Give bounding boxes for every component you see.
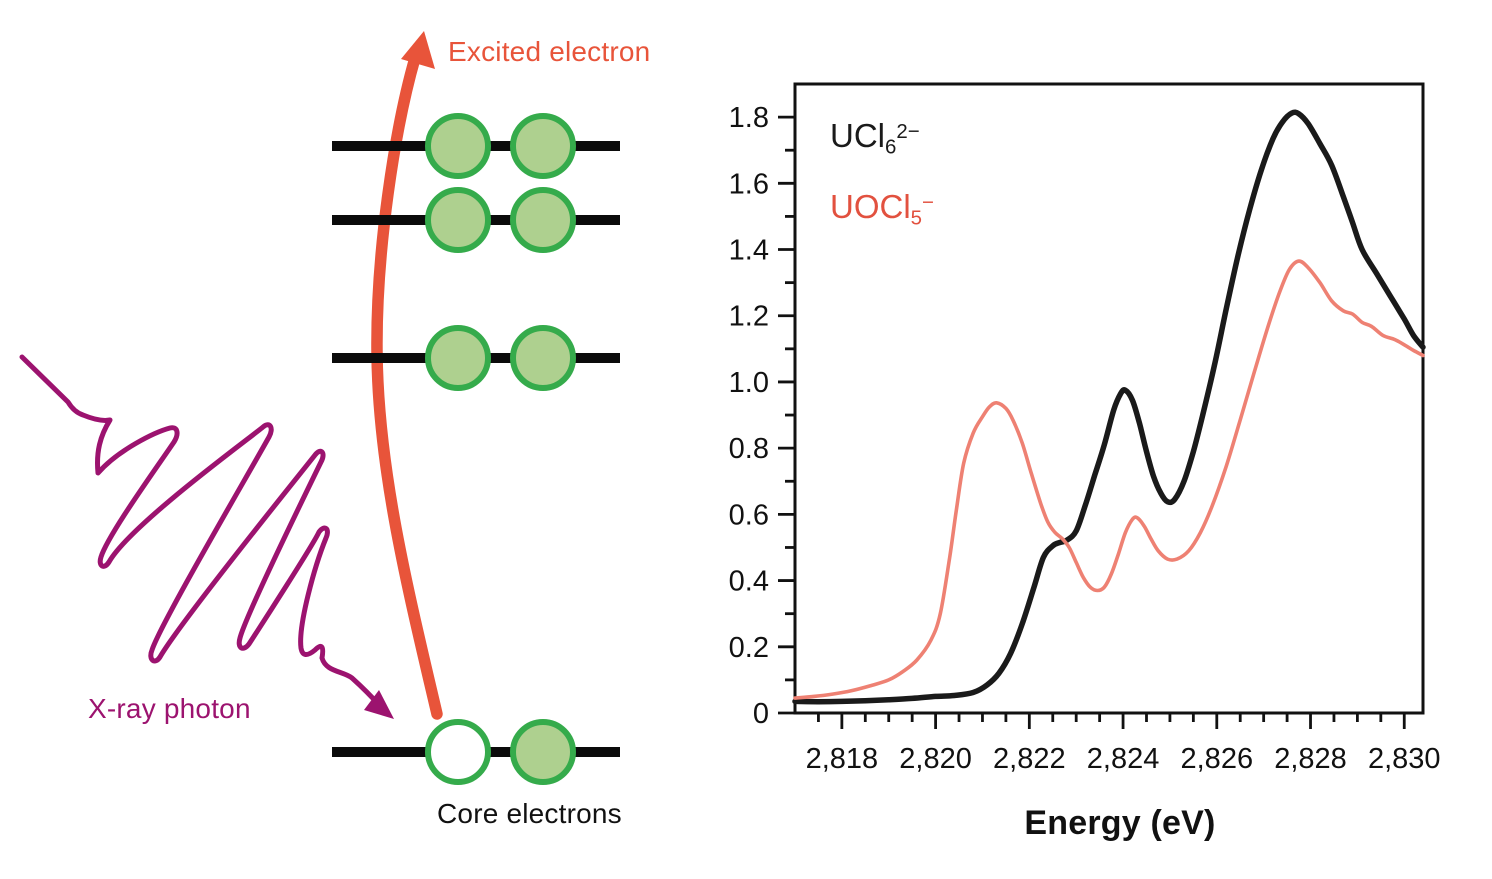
excited-electron-label: Excited electron [448, 36, 651, 67]
electron-filled-icon [425, 187, 491, 253]
electron-filled-icon [425, 113, 491, 179]
xray-photon-squiggle [19, 354, 394, 719]
electron-filled-icon [510, 113, 576, 179]
legend-formula-base: UCl [830, 117, 885, 155]
legend-formula-sub: 5 [910, 206, 923, 230]
electron-filled-icon [425, 325, 491, 391]
legend-entry-uocl5: UOCl5− [830, 175, 934, 246]
y-tick-label: 0.4 [729, 566, 769, 598]
y-tick-label: 0 [753, 698, 769, 730]
legend-formula-sub: 6 [885, 135, 897, 159]
plot-frame [793, 82, 1425, 715]
legend-formula-sup: − [922, 191, 934, 215]
electron-hole-icon [425, 719, 491, 785]
electron-filled-icon [510, 187, 576, 253]
x-tick-label: 2,824 [1087, 743, 1160, 775]
excited-arrowhead [401, 31, 435, 69]
x-tick-label: 2,828 [1274, 743, 1347, 775]
electron-filled-icon [510, 719, 576, 785]
spectra-chart: 2,818 2,820 2,822 2,824 2,826 2,828 2,830 0 0.2 0… [729, 82, 1441, 775]
y-tick-label: 1.0 [729, 367, 769, 399]
y-tick-label: 1.6 [729, 168, 769, 200]
y-tick-label: 0.8 [729, 433, 769, 465]
electron-filled-icon [510, 325, 576, 391]
series-ucl6-curve [792, 109, 1426, 705]
xray-arrowhead [364, 690, 394, 719]
xray-photon-label: X-ray photon [88, 693, 251, 724]
x-axis-title: Energy (eV) [1024, 804, 1216, 842]
x-tick-label: 2,822 [993, 743, 1066, 775]
y-tick-label: 1.8 [729, 102, 769, 134]
chart-legend: UCl62− UOCl5− [830, 104, 934, 247]
y-tick-label: 0.2 [729, 632, 769, 664]
core-electrons-label: Core electrons [437, 798, 622, 829]
legend-formula-base: UOCl [830, 188, 911, 226]
x-tick-label: 2,830 [1368, 743, 1441, 775]
y-tick-label: 1.2 [729, 301, 769, 333]
x-tick-label: 2,820 [899, 743, 972, 775]
legend-formula-sup: 2− [896, 120, 920, 143]
x-tick-label: 2,826 [1181, 743, 1254, 775]
x-tick-label: 2,818 [806, 743, 879, 775]
legend-entry-ucl6: UCl62− [830, 104, 934, 175]
y-tick-label: 1.4 [729, 235, 769, 267]
series-uocl5-curve [793, 259, 1425, 700]
y-tick-label: 0.6 [729, 499, 769, 531]
